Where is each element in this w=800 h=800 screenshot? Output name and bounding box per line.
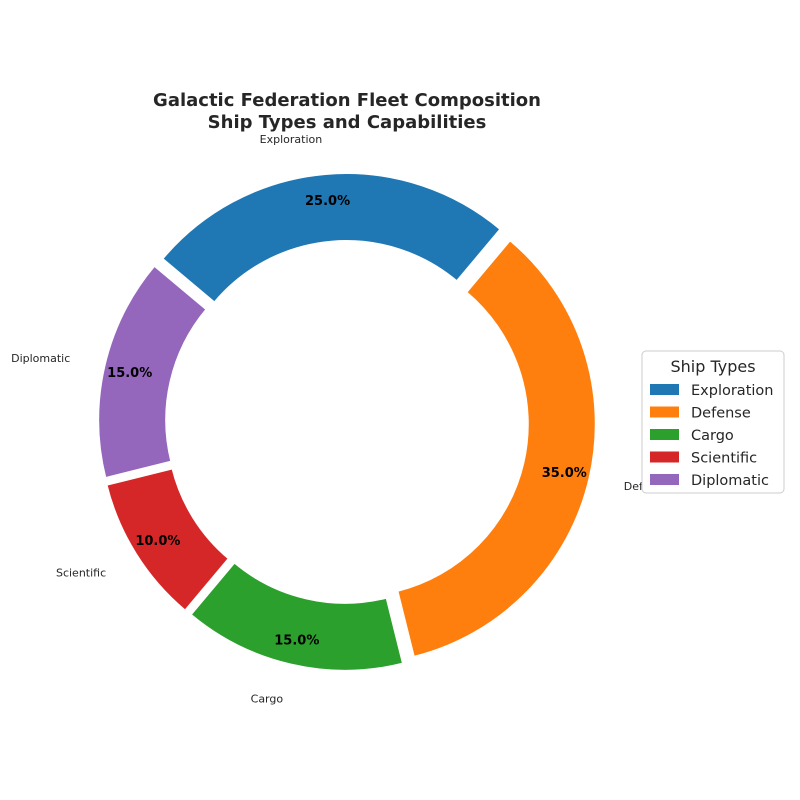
category-label-scientific: Scientific [56, 566, 106, 579]
percent-label-exploration: 25.0% [305, 194, 350, 209]
slice-defense [396, 238, 597, 659]
slice-scientific [105, 467, 231, 613]
percent-label-scientific: 10.0% [135, 534, 180, 549]
slice-diplomatic [97, 264, 208, 480]
chart-title-line-2: Ship Types and Capabilities [208, 112, 487, 133]
legend-label-exploration: Exploration [691, 383, 773, 399]
percent-label-diplomatic: 15.0% [107, 366, 152, 381]
legend-swatch-scientific [650, 451, 679, 463]
legend-swatch-diplomatic [650, 474, 679, 485]
slice-exploration [160, 172, 502, 304]
donut-slices [97, 172, 597, 672]
legend: Ship Types Exploration Defense Cargo Scient… [641, 350, 785, 494]
percent-label-cargo: 15.0% [274, 633, 319, 648]
legend-title: Ship Types [670, 357, 755, 376]
percent-label-defense: 35.0% [542, 466, 587, 481]
legend-label-cargo: Cargo [691, 428, 734, 444]
legend-label-diplomatic: Diplomatic [691, 473, 769, 489]
slice-cargo [189, 561, 405, 672]
chart-title-line-1: Galactic Federation Fleet Composition [153, 90, 541, 111]
legend-swatch-cargo [650, 429, 679, 440]
category-label-exploration: Exploration [260, 133, 323, 146]
legend-label-defense: Defense [691, 406, 751, 422]
legend-swatch-defense [650, 406, 679, 418]
category-label-diplomatic: Diplomatic [11, 352, 70, 365]
legend-swatch-exploration [650, 384, 679, 395]
legend-label-scientific: Scientific [691, 451, 757, 467]
category-label-cargo: Cargo [251, 693, 284, 706]
